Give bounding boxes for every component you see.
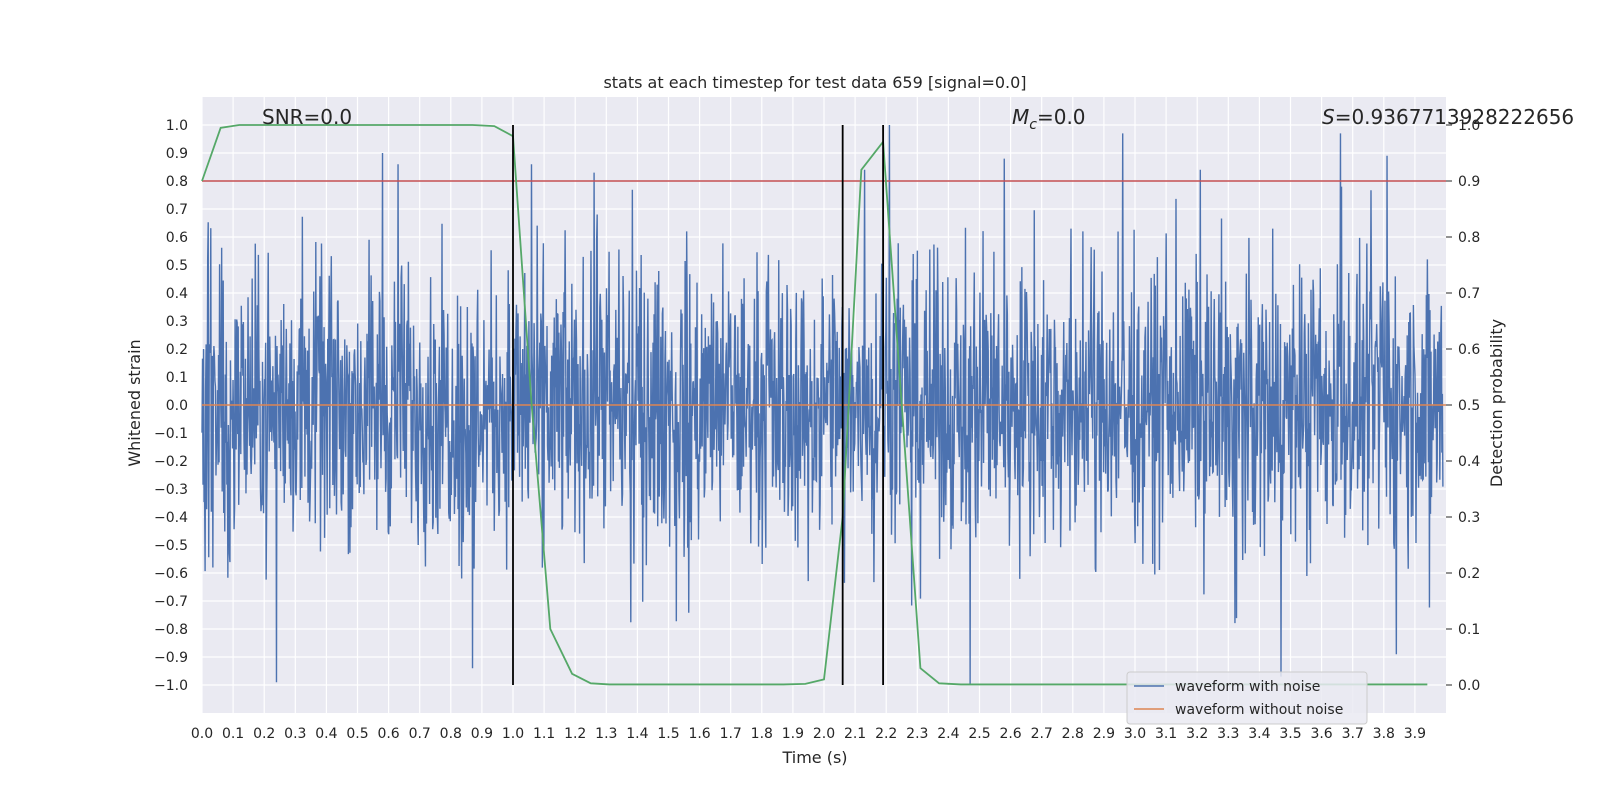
chirp-mass-value: =0.0 [1037,105,1086,129]
x-tick-label: 0.1 [222,726,244,742]
x-tick-label: 1.3 [595,726,617,742]
x-tick-label: 3.4 [1248,726,1270,742]
detection-markers [512,125,884,685]
score-value: =0.9367713928222656 [1335,105,1574,129]
x-tick-label: 3.3 [1217,726,1239,742]
x-tick-label: 2.0 [813,726,835,742]
legend-label-noise: waveform with noise [1175,679,1320,695]
left-y-tick-label: 0.7 [166,202,188,218]
x-tick-label: 0.4 [315,726,337,742]
x-tick-label: 0.6 [377,726,399,742]
left-y-tick-label: 0.5 [166,258,188,274]
chirp-mass-subscript: c [1029,117,1037,133]
left-y-tick-label: −0.9 [154,650,188,666]
right-y-axis-ticks: 1.0 0.9 0.8 0.7 0.6 0.5 0.4 0.3 0.2 0.1 0.0 [1446,118,1480,694]
x-tick-label: 0.5 [346,726,368,742]
x-tick-label: 1.0 [502,726,524,742]
x-tick-label: 1.5 [657,726,679,742]
x-tick-label: 2.5 [968,726,990,742]
right-y-tick-label: 0.6 [1458,342,1480,358]
x-tick-label: 1.7 [720,726,742,742]
left-y-tick-label: 0.1 [166,370,188,386]
x-tick-label: 3.2 [1186,726,1208,742]
x-tick-label: 3.7 [1342,726,1364,742]
x-tick-label: 1.9 [782,726,804,742]
x-tick-label: 0.8 [440,726,462,742]
x-tick-label: 2.7 [1031,726,1053,742]
right-y-tick-label: 0.5 [1458,398,1480,414]
left-y-tick-label: −1.0 [154,678,188,694]
left-y-tick-label: 0.8 [166,174,188,190]
left-y-tick-label: −0.7 [154,594,188,610]
legend-label-clean: waveform without noise [1175,702,1343,718]
right-y-tick-label: 0.2 [1458,566,1480,582]
score-symbol: S [1322,105,1335,129]
left-y-tick-label: 0.6 [166,230,188,246]
right-y-tick-label: 0.9 [1458,174,1480,190]
left-y-tick-label: 1.0 [166,118,188,134]
x-axis-label: Time (s) [781,748,847,767]
left-y-tick-label: −0.3 [154,482,188,498]
x-tick-label: 1.2 [564,726,586,742]
x-tick-label: 3.0 [1124,726,1146,742]
x-tick-label: 0.3 [284,726,306,742]
left-y-tick-label: −0.4 [154,510,188,526]
legend: waveform with noise waveform without noi… [1126,671,1368,725]
right-y-tick-label: 0.3 [1458,510,1480,526]
right-y-tick-label: 0.0 [1458,678,1480,694]
left-y-tick-label: 0.4 [166,286,188,302]
x-tick-label: 3.1 [1155,726,1177,742]
x-tick-label: 1.4 [626,726,648,742]
x-tick-label: 0.0 [191,726,213,742]
right-y-tick-label: 0.8 [1458,230,1480,246]
x-tick-label: 2.1 [844,726,866,742]
x-tick-label: 1.6 [688,726,710,742]
snr-annotation: SNR=0.0 [262,105,352,129]
left-y-tick-label: 0.3 [166,314,188,330]
x-tick-label: 3.8 [1373,726,1395,742]
left-y-axis-ticks: 1.0 0.9 0.8 0.7 0.6 0.5 0.4 0.3 0.2 0.1 0.0 −0.1 −0.… [154,118,188,694]
x-axis-ticks: 0.0 0.1 0.2 0.3 0.4 0.5 0.6 0.7 0.8 0.9 1.0 1.1 1.2 1… [191,726,1426,742]
x-tick-label: 3.9 [1404,726,1426,742]
chirp-mass-symbol: M [1012,105,1029,129]
x-tick-label: 3.6 [1310,726,1332,742]
right-y-tick-label: 1.0 [1458,118,1480,134]
x-tick-label: 0.9 [471,726,493,742]
chirp-mass-annotation: Mc=0.0 [1012,105,1086,133]
left-y-tick-label: 0.0 [166,398,188,414]
right-y-tick-label: 0.1 [1458,622,1480,638]
noise-waveform-line [201,124,1444,686]
series-waveform-with-noise [201,124,1444,686]
left-y-tick-label: −0.2 [154,454,188,470]
score-annotation: S=0.9367713928222656 [1322,105,1574,129]
left-y-tick-label: −0.1 [154,426,188,442]
chart-title: stats at each timestep for test data 659… [603,73,1026,92]
right-y-tick-label: 0.4 [1458,454,1480,470]
x-tick-label: 0.7 [409,726,431,742]
left-y-tick-label: −0.5 [154,538,188,554]
x-tick-label: 2.8 [1062,726,1084,742]
right-y-tick-label: 0.7 [1458,286,1480,302]
left-y-tick-label: 0.9 [166,146,188,162]
left-y-axis-label: Whitened strain [125,339,144,466]
x-tick-label: 2.6 [999,726,1021,742]
left-y-tick-label: 0.2 [166,342,188,358]
x-tick-label: 2.9 [1093,726,1115,742]
left-y-tick-label: −0.8 [154,622,188,638]
x-tick-label: 1.1 [533,726,555,742]
x-tick-label: 2.4 [937,726,959,742]
x-tick-label: 1.8 [751,726,773,742]
x-tick-label: 3.5 [1279,726,1301,742]
left-y-tick-label: −0.6 [154,566,188,582]
x-tick-label: 2.3 [906,726,928,742]
x-tick-label: 2.2 [875,726,897,742]
legend-box [1126,671,1368,725]
right-y-axis-label: Detection probability [1487,319,1506,487]
x-tick-label: 0.2 [253,726,275,742]
